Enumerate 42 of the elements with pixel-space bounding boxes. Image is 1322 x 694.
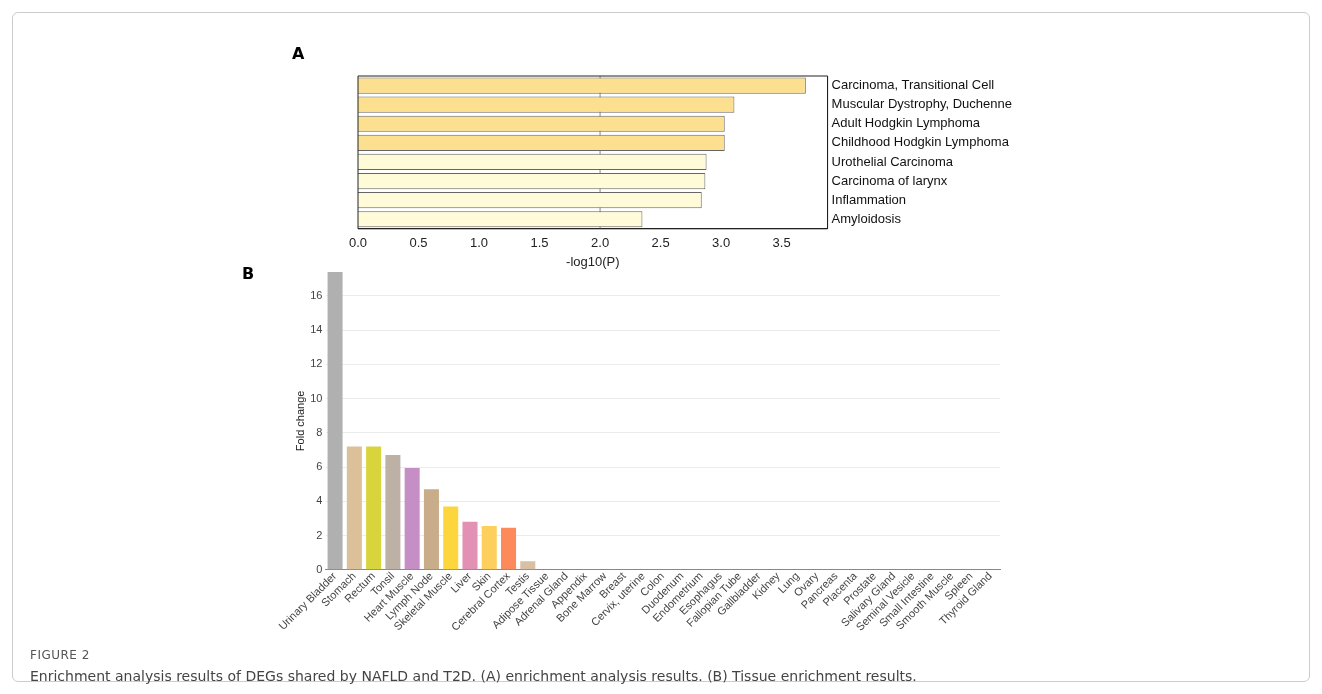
bar xyxy=(462,521,478,570)
y-tick-label: Inflammation xyxy=(831,191,907,207)
y-tick-label: Carcinoma, Transitional Cell xyxy=(831,77,995,93)
y-tick-label: Muscular Dystrophy, Duchenne xyxy=(831,96,1013,112)
bar xyxy=(481,526,497,570)
x-tick-label: 1.5 xyxy=(530,235,549,251)
y-tick-label: 0 xyxy=(316,562,323,575)
y-tick-label: 12 xyxy=(310,357,323,370)
text: Enrichment analysis results of DEGs shared by NAFLD and T2D. (A) enrichment analysis results. (B) Tissue enrichment results. xyxy=(30,668,917,684)
chart-title: B xyxy=(242,264,255,283)
y-tick-label: 6 xyxy=(316,460,323,473)
y-tick-label: 10 xyxy=(310,391,323,404)
bar xyxy=(520,561,536,570)
bar xyxy=(404,467,420,570)
chart-title: A xyxy=(292,44,305,63)
bar xyxy=(346,446,362,570)
x-tick-label: 1.0 xyxy=(469,235,489,251)
x-tick-label: 2.0 xyxy=(591,235,610,251)
x-tick-label: 3.0 xyxy=(712,235,731,251)
bar xyxy=(366,446,382,570)
y-tick-label: Carcinoma of larynx xyxy=(831,172,948,188)
x-axis-title: -log10(P) xyxy=(566,253,620,269)
x-tick-label: 2.5 xyxy=(651,235,670,251)
y-tick-label: 4 xyxy=(316,494,323,507)
y-tick-label: Adult Hodgkin Lymphoma xyxy=(831,115,981,131)
y-tick-label: 16 xyxy=(310,288,323,301)
y-tick-label: Childhood Hodgkin Lymphoma xyxy=(831,134,1010,150)
x-tick-label: 0.5 xyxy=(409,235,428,251)
y-tick-label: 2 xyxy=(316,528,323,541)
x-tick-label: 3.5 xyxy=(772,235,791,251)
bar xyxy=(501,527,517,570)
y-tick-label: 14 xyxy=(310,323,323,336)
bar xyxy=(327,272,343,570)
bar xyxy=(423,489,439,570)
y-axis-title: Fold change xyxy=(293,390,306,452)
y-tick-label: Amyloidosis xyxy=(831,210,902,226)
y-tick-label: 8 xyxy=(316,425,323,438)
x-tick-label: 0.0 xyxy=(348,235,368,251)
caption: FIGURE 2 xyxy=(30,648,90,662)
bar xyxy=(443,506,459,570)
bar xyxy=(385,455,401,570)
y-tick-label: Urothelial Carcinoma xyxy=(831,153,954,169)
